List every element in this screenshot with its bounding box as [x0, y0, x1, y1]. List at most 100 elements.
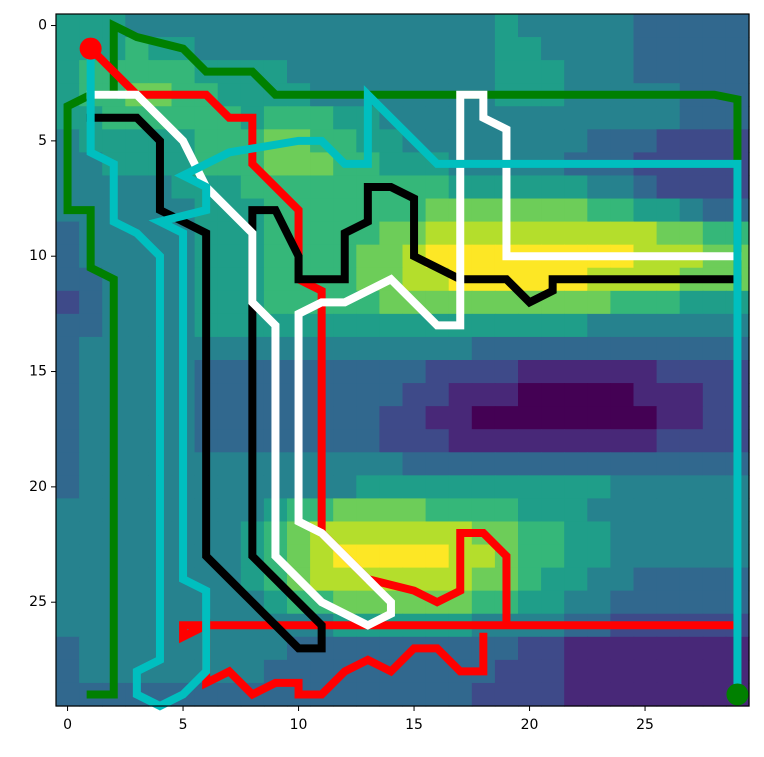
- heat-cell: [79, 290, 103, 315]
- heat-cell: [56, 590, 80, 615]
- heat-cell: [518, 383, 542, 407]
- heat-cell: [541, 567, 565, 592]
- heat-cell: [494, 406, 519, 430]
- heat-cell: [541, 14, 565, 38]
- heat-cell: [356, 14, 380, 38]
- heat-cell: [240, 175, 265, 200]
- heat-cell: [494, 521, 519, 546]
- heat-cell: [633, 383, 658, 407]
- heat-cell: [656, 383, 681, 407]
- heat-cell: [518, 544, 542, 569]
- heat-cell: [125, 267, 149, 292]
- heat-cell: [287, 106, 311, 130]
- heat-cell: [633, 452, 658, 476]
- heat-cell: [425, 360, 450, 384]
- heat-cell: [425, 290, 450, 315]
- heat-cell: [564, 383, 588, 407]
- heat-cell: [240, 83, 265, 107]
- heat-cell: [379, 244, 404, 269]
- heat-cell: [656, 60, 681, 84]
- heat-cell: [564, 129, 588, 153]
- heat-cell: [541, 452, 565, 476]
- heat-cell: [125, 336, 149, 361]
- heat-cell: [679, 406, 704, 430]
- heat-cell: [656, 290, 681, 315]
- heat-cell: [217, 383, 242, 407]
- heat-cell: [587, 636, 611, 661]
- heat-cell: [125, 290, 149, 315]
- heat-cell: [471, 452, 496, 476]
- heat-cell: [333, 106, 357, 130]
- heat-cell: [610, 221, 635, 246]
- x-tick-label: 25: [636, 717, 654, 733]
- heat-cell: [333, 682, 357, 707]
- heat-cell: [310, 221, 334, 246]
- heat-cell: [333, 336, 357, 361]
- heat-cell: [263, 37, 288, 61]
- heat-cell: [379, 313, 404, 338]
- heat-cell: [79, 544, 103, 569]
- heat-cell: [656, 313, 681, 338]
- heat-cell: [679, 682, 704, 707]
- heat-cell: [679, 129, 704, 153]
- heat-cell: [587, 290, 611, 315]
- heat-cell: [587, 383, 611, 407]
- heat-cell: [679, 659, 704, 684]
- heat-cell: [171, 14, 196, 38]
- heat-cell: [56, 613, 80, 638]
- heat-cell: [333, 498, 357, 523]
- heat-cell: [471, 129, 496, 153]
- endpoint-marker: [79, 37, 102, 60]
- heat-cell: [702, 521, 727, 546]
- heat-cell: [402, 60, 427, 84]
- heat-cell: [633, 521, 658, 546]
- heat-cell: [471, 544, 496, 569]
- heat-cell: [633, 129, 658, 153]
- heat-cell: [587, 60, 611, 84]
- heat-cell: [494, 659, 519, 684]
- heat-cell: [610, 360, 635, 384]
- heat-cell: [587, 406, 611, 430]
- heat-cell: [56, 544, 80, 569]
- heat-cell: [171, 659, 196, 684]
- heat-cell: [56, 498, 80, 523]
- heat-cell: [333, 175, 357, 200]
- heat-cell: [379, 498, 404, 523]
- heat-cell: [702, 129, 727, 153]
- heat-cell: [541, 37, 565, 61]
- heat-cell: [518, 360, 542, 384]
- heat-cell: [310, 175, 334, 200]
- heat-cell: [679, 175, 704, 200]
- heat-cell: [333, 37, 357, 61]
- heat-cell: [379, 475, 404, 499]
- heat-cell: [379, 429, 404, 453]
- heat-cell: [79, 613, 103, 638]
- heat-cell: [125, 175, 149, 200]
- heat-cell: [494, 313, 519, 338]
- heat-cell: [610, 682, 635, 707]
- heat-cell: [402, 360, 427, 384]
- heat-cell: [217, 590, 242, 615]
- heat-cell: [125, 360, 149, 384]
- heat-cell: [702, 383, 727, 407]
- heat-cell: [633, 290, 658, 315]
- heat-cell: [679, 360, 704, 384]
- heat-cell: [587, 360, 611, 384]
- heat-cell: [333, 452, 357, 476]
- heat-cell: [425, 106, 450, 130]
- heat-cell: [171, 590, 196, 615]
- heat-cell: [310, 106, 334, 130]
- heat-cell: [702, 106, 727, 130]
- heat-cell: [656, 682, 681, 707]
- heat-cell: [56, 313, 80, 338]
- heat-cell: [587, 475, 611, 499]
- heat-cell: [679, 452, 704, 476]
- heat-cell: [56, 429, 80, 453]
- heat-cell: [656, 475, 681, 499]
- heat-cell: [448, 636, 473, 661]
- heat-cell: [633, 60, 658, 84]
- heat-cell: [564, 682, 588, 707]
- heat-cell: [610, 290, 635, 315]
